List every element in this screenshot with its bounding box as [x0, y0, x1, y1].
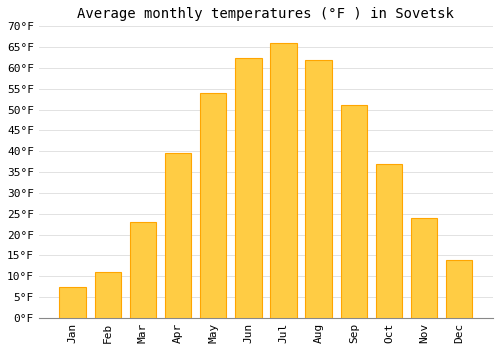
- Bar: [411, 218, 438, 318]
- Bar: [376, 164, 402, 318]
- Bar: [340, 105, 367, 318]
- Bar: [94, 272, 121, 318]
- Bar: [446, 260, 472, 318]
- Bar: [130, 222, 156, 318]
- Bar: [270, 43, 296, 318]
- Bar: [165, 153, 191, 318]
- Bar: [235, 57, 262, 318]
- Bar: [306, 60, 332, 318]
- Bar: [200, 93, 226, 318]
- Bar: [60, 287, 86, 318]
- Title: Average monthly temperatures (°F ) in Sovetsk: Average monthly temperatures (°F ) in So…: [78, 7, 454, 21]
